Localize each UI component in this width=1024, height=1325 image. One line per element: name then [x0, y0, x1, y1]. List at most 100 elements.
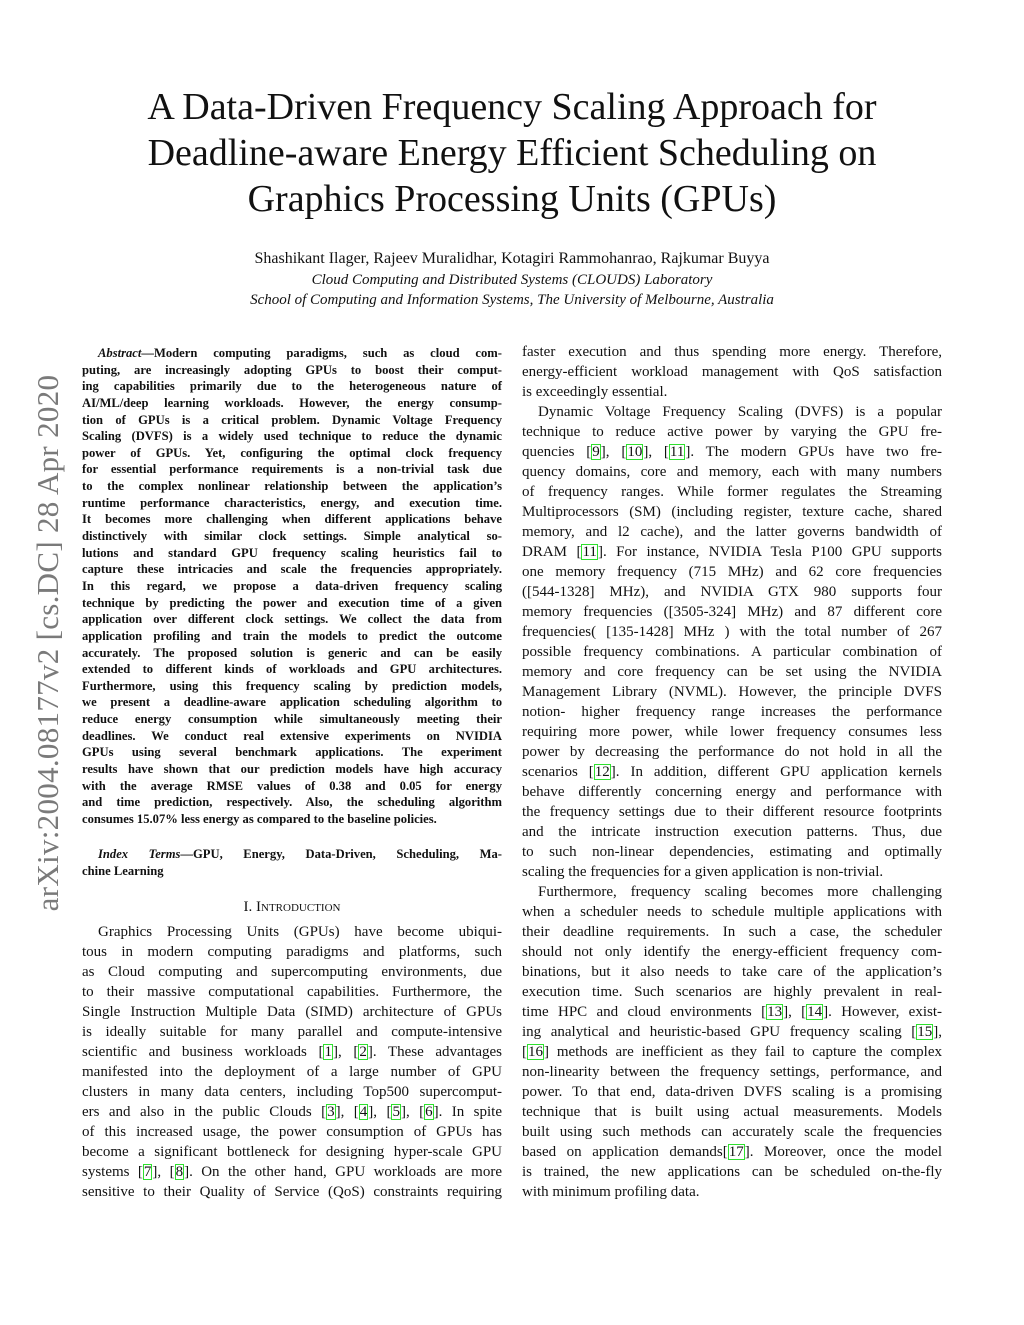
- text-line: as Cloud computing and supercomputing en…: [82, 964, 502, 980]
- text-line: Furthermore, frequency scaling becomes m…: [538, 884, 942, 900]
- text-line: to the complex nonlinear relationship be…: [82, 479, 502, 494]
- text-line: Management Library (NVML). However, the …: [522, 684, 942, 700]
- text-line: ing capabilities primarily due to the he…: [82, 379, 502, 394]
- text-line: of frequency ranges. While former regula…: [522, 484, 942, 500]
- citation-link[interactable]: 6: [424, 1104, 434, 1120]
- text-line: memory and core frequency can be set usi…: [522, 664, 942, 680]
- text-line: distinctively with similar clock setting…: [82, 529, 502, 544]
- text-line: application profiling and train the mode…: [82, 628, 502, 643]
- text-line: technique that is built using actual mea…: [522, 1104, 942, 1120]
- text-line: built using such methods can accurately …: [522, 1124, 942, 1140]
- text-line: tous in modern computing paradigms and p…: [82, 944, 502, 960]
- text-line: non-linearity between the frequency sett…: [522, 1064, 942, 1080]
- citation-link[interactable]: 11: [581, 544, 598, 560]
- text-line: technique by predicting the power and ex…: [82, 595, 502, 610]
- text-line: energy-efficient workload management wit…: [522, 364, 942, 380]
- text-line: is exceedingly essential.: [522, 384, 668, 400]
- text-line: scaling the frequencies for a given appl…: [522, 864, 884, 880]
- text-line: scenarios [12]. In addition, different G…: [522, 764, 942, 780]
- citation-link[interactable]: 4: [358, 1104, 369, 1120]
- citation-link[interactable]: 5: [391, 1104, 401, 1120]
- text-line: and the intricate instruction execution …: [522, 824, 942, 840]
- text-line: scientific and business workloads [1], […: [82, 1044, 502, 1060]
- text-line: Furthermore, using this frequency scalin…: [82, 678, 502, 693]
- text-line: Single Instruction Multiple Data (SIMD) …: [82, 1004, 502, 1020]
- text-line: with the average RMSE values of 0.38 and…: [82, 778, 502, 793]
- citation-link[interactable]: 12: [593, 764, 611, 780]
- citation-link[interactable]: 17: [727, 1144, 745, 1160]
- text-line: ing analytical and heuristic-based GPU f…: [522, 1024, 942, 1040]
- affiliation-lab: Cloud Computing and Distributed Systems …: [311, 272, 713, 288]
- text-line: binations, but it also needs to take car…: [522, 964, 942, 980]
- text-line: extended to different kinds of workloads…: [82, 662, 502, 677]
- text-line: behave differently concerning energy and…: [522, 784, 942, 800]
- text-line: with minimum profiling data.: [522, 1184, 700, 1200]
- text-line: based on application demands[17]. Moreov…: [522, 1144, 942, 1160]
- text-line: become a significant bottleneck for desi…: [82, 1144, 502, 1160]
- text-line: to such non-linear dependencies, estimat…: [522, 844, 942, 860]
- text-line: In this regard, we propose a data-driven…: [82, 578, 502, 593]
- title-line: A Data-Driven Frequency Scaling Approach…: [147, 86, 877, 128]
- text-line: technique to reduce active power by vary…: [522, 424, 942, 440]
- text-line: for essential performance requirements i…: [82, 462, 502, 477]
- citation-link[interactable]: 10: [626, 444, 644, 460]
- text-line: is trained, the new applications can be …: [522, 1164, 942, 1180]
- citation-link[interactable]: 7: [142, 1164, 153, 1180]
- text-line: Scaling (DVFS) is a widely used techniqu…: [82, 429, 502, 444]
- text-line: notion- higher frequency range increases…: [522, 704, 942, 720]
- text-line: frequencies( [135-1428] MHz ) with the t…: [522, 624, 942, 640]
- citation-link[interactable]: 11: [668, 444, 686, 460]
- text-line: DRAM [11]. For instance, NVIDIA Tesla P1…: [522, 544, 943, 560]
- title-line: Deadline-aware Energy Efficient Scheduli…: [147, 132, 877, 174]
- text-line: sensitive to their Quality of Service (Q…: [82, 1184, 502, 1200]
- text-line: puting, are increasingly adopting GPUs t…: [82, 362, 502, 377]
- citation-link[interactable]: 1: [323, 1044, 333, 1060]
- citation-link[interactable]: 16: [527, 1044, 544, 1060]
- text-line: chine Learning: [82, 863, 164, 878]
- lead-label: Abstract: [98, 346, 142, 360]
- citation-link[interactable]: 8: [174, 1164, 185, 1180]
- text-line: we present a deadline-aware application …: [82, 695, 502, 710]
- text-line: power of GPUs. Yet, configuring the opti…: [82, 445, 502, 460]
- text-line: power by decreasing the performance do n…: [522, 744, 942, 760]
- text-line: Abstract—Modern computing paradigms, suc…: [98, 346, 502, 360]
- text-line: deadlines. We conduct real extensive exp…: [82, 728, 502, 743]
- text-line: capture these intricacies and scale the …: [82, 562, 502, 577]
- text-line: lutions and standard GPU frequency scali…: [82, 545, 502, 560]
- section-heading: I. Introduction: [243, 899, 341, 915]
- text-line: one memory frequency (715 MHz) and 62 co…: [522, 564, 942, 580]
- text-line: runtime performance characteristics, ene…: [82, 495, 502, 510]
- title-line: Graphics Processing Units (GPUs): [247, 178, 777, 220]
- text-line: clusters in many data centers, including…: [82, 1084, 502, 1100]
- text-line: quency domains, core and memory, each wi…: [522, 464, 942, 480]
- citation-link[interactable]: 13: [766, 1004, 784, 1020]
- citation-link[interactable]: 15: [916, 1024, 934, 1040]
- citation-link[interactable]: 2: [358, 1044, 368, 1060]
- citation-link[interactable]: 14: [806, 1004, 824, 1020]
- text-line: time HPC and cloud environments [13], [1…: [522, 1004, 942, 1020]
- text-line: ([544-1328] MHz), and NVIDIA GTX 980 sup…: [522, 584, 942, 600]
- text-line: systems [7], [8]. On the other hand, GPU…: [82, 1164, 503, 1180]
- text-line: requiring more power, while lower freque…: [522, 724, 942, 740]
- text-line: application over different clock setting…: [82, 612, 502, 627]
- citation-link[interactable]: 3: [326, 1104, 336, 1120]
- text-line: execution time. Such scenarios are highl…: [522, 984, 942, 1000]
- arxiv-stamp: arXiv:2004.08177v2 [cs.DC] 28 Apr 2020: [30, 374, 65, 912]
- authors: Shashikant Ilager, Rajeev Muralidhar, Ko…: [254, 250, 770, 267]
- text-line: power. To that end, data-driven DVFS sca…: [522, 1084, 942, 1100]
- text-line: to their massive computational capabilit…: [82, 984, 502, 1000]
- text-line: memory, and l2 cache), and the latter go…: [522, 524, 942, 540]
- text-line: when a scheduler needs to schedule multi…: [522, 904, 942, 920]
- text-line: reduce energy consumption while simultan…: [82, 712, 502, 727]
- lead-label: Index Terms: [98, 847, 181, 861]
- text-line: AI/ML/deep learning workloads. However, …: [82, 395, 502, 410]
- text-line: tion of GPUs is a critical problem. Dyna…: [82, 412, 502, 427]
- citation-link[interactable]: 9: [591, 444, 601, 460]
- text-line: memory frequencies ([3505-324] MHz) and …: [522, 604, 942, 620]
- text-line: quencies [9], [10], [11]. The modern GPU…: [522, 444, 943, 460]
- text-line: It becomes more challenging when differe…: [82, 512, 502, 527]
- text-line: and time prediction, respectively. Also,…: [82, 795, 502, 810]
- text-line: [16] methods are inefficient as they fai…: [522, 1044, 942, 1060]
- text-line: of this increased usage, the power consu…: [82, 1124, 502, 1140]
- text-line: should not only identify the energy-effi…: [522, 944, 942, 960]
